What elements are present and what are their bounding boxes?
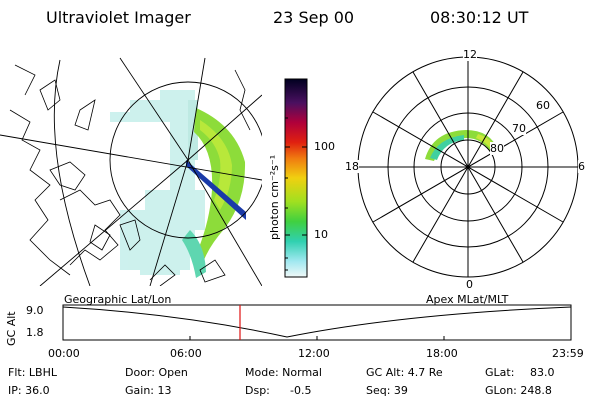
xtick-1800: 18:00 [426,347,458,360]
apex-panel-label: Apex MLat/MLT [426,293,509,306]
status-glat: GLat: [485,366,515,379]
status-ip: IP: 36.0 [8,384,50,397]
auroral-edge-geo [182,230,206,278]
altitude-ytick-low: 1.8 [26,326,44,339]
altitude-curve [62,306,572,338]
xtick-1200: 12:00 [298,347,330,360]
altitude-ytick-high: 9.0 [26,304,44,317]
mlt-label-12: 12 [463,48,477,61]
time-label: 08:30:12 UT [430,8,529,27]
lat-label-80: 80 [490,142,504,155]
mlt-label-6: 6 [578,160,585,173]
colorbar-tick-100: 100 [314,140,335,153]
status-seq: Seq: 39 [366,384,408,397]
altitude-ticks [189,336,445,340]
status-dsp: Dsp: [245,384,270,397]
dayglow-strip [186,160,246,220]
auroral-bright-geo [200,120,232,210]
altitude-plot [62,304,572,341]
altitude-ylabel: GC Alt [5,311,18,346]
mlt-label-18: 18 [345,160,359,173]
xtick-0000: 00:00 [48,347,80,360]
status-glon: GLon: 248.8 [485,384,552,397]
coastlines [9,64,251,286]
colorbar-unit-label: photon cm⁻²s⁻¹ [268,154,281,240]
lat-label-60: 60 [536,99,550,112]
status-dsp-value: -0.5 [290,384,312,397]
geo-graticule [0,57,262,286]
lat-label-70: 70 [512,122,526,135]
colorbar-tick-10: 10 [314,228,328,241]
status-gain: Gain: 13 [125,384,172,397]
colorbar [284,78,308,278]
geographic-panel-label: Geographic Lat/Lon [64,293,172,306]
mlt-label-0: 0 [466,278,473,291]
geographic-map [0,57,262,286]
xtick-2359: 23:59 [552,347,584,360]
status-gcalt: GC Alt: 4.7 Re [366,366,443,379]
status-glat-value: 83.0 [530,366,555,379]
polar-grid [357,56,579,278]
status-flt: Flt: LBHL [8,366,57,379]
status-door: Door: Open [125,366,188,379]
xtick-0600: 06:00 [170,347,202,360]
status-mode: Mode: Normal [245,366,322,379]
date-label: 23 Sep 00 [273,8,355,27]
polar-plot [357,56,579,278]
window-title: Ultraviolet Imager [46,8,191,27]
